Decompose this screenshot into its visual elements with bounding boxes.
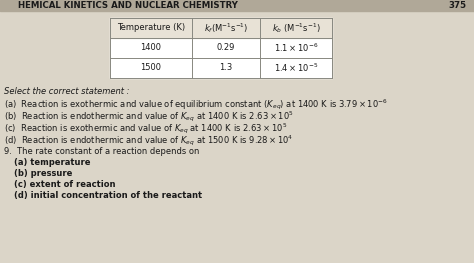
Text: 1.3: 1.3: [219, 63, 233, 73]
Text: Temperature (K): Temperature (K): [117, 23, 185, 33]
Text: (c) extent of reaction: (c) extent of reaction: [14, 180, 116, 189]
Text: 0.29: 0.29: [217, 43, 235, 53]
Text: $1.4\times10^{-5}$: $1.4\times10^{-5}$: [274, 62, 318, 74]
Text: 375: 375: [448, 1, 466, 10]
Text: Select the correct statement :: Select the correct statement :: [4, 87, 129, 96]
Text: 1400: 1400: [140, 43, 162, 53]
Text: (b)  Reaction is endothermic and value of $K_{eq}$ at 1400 K is $2.63 \times 10^: (b) Reaction is endothermic and value of…: [4, 110, 293, 124]
Text: $k_b$ (M$^{-1}$s$^{-1}$): $k_b$ (M$^{-1}$s$^{-1}$): [272, 21, 320, 35]
Text: (a) temperature: (a) temperature: [14, 158, 91, 167]
Text: (a)  Reaction is exothermic and value of equilibrium constant ($K_{eq}$) at 1400: (a) Reaction is exothermic and value of …: [4, 98, 388, 113]
Text: (d) initial concentration of the reactant: (d) initial concentration of the reactan…: [14, 191, 202, 200]
Text: (c)  Reaction is exothermic and value of $K_{eq}$ at 1400 K is $2.63 \times 10^{: (c) Reaction is exothermic and value of …: [4, 122, 287, 136]
Text: (b) pressure: (b) pressure: [14, 169, 73, 178]
Text: 1500: 1500: [140, 63, 162, 73]
Bar: [110, 18, 332, 78]
Text: (d)  Reaction is endothermic and value of $K_{eq}$ at 1500 K is $9.28 \times 10^: (d) Reaction is endothermic and value of…: [4, 134, 293, 149]
Text: HEMICAL KINETICS AND NUCLEAR CHEMISTRY: HEMICAL KINETICS AND NUCLEAR CHEMISTRY: [18, 1, 238, 10]
Text: $1.1\times10^{-6}$: $1.1\times10^{-6}$: [273, 42, 318, 54]
Text: $k_f$(M$^{-1}$s$^{-1}$): $k_f$(M$^{-1}$s$^{-1}$): [204, 21, 248, 35]
Bar: [0, 0, 474, 11]
Bar: [110, 18, 332, 38]
Text: 9.  The rate constant of a reaction depends on: 9. The rate constant of a reaction depen…: [4, 147, 200, 156]
